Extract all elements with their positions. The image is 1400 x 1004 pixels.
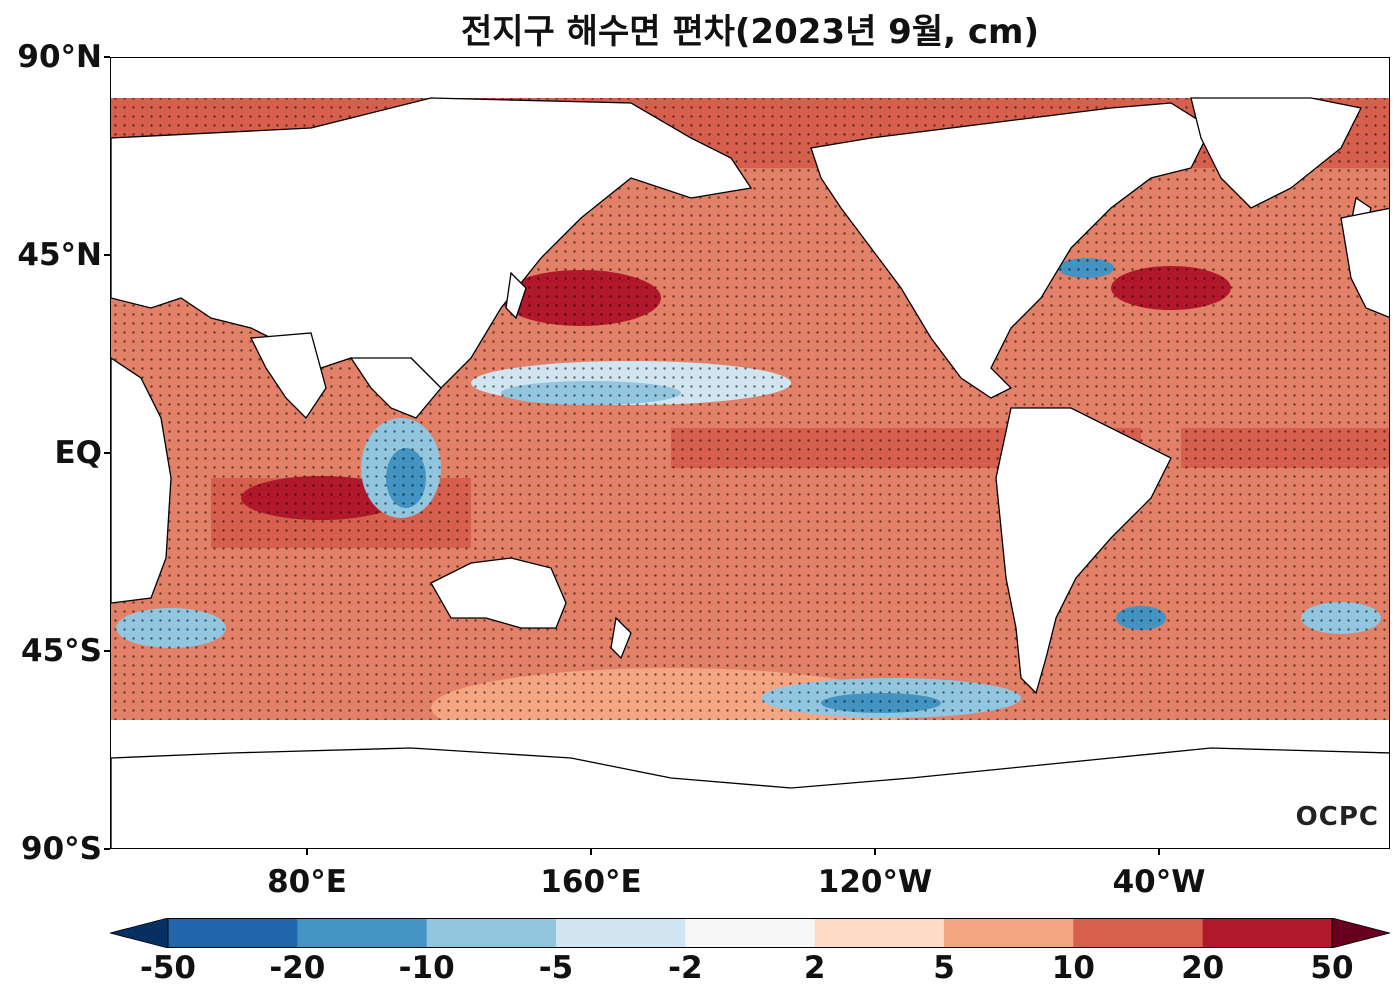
colorbar-segment [944, 918, 1074, 948]
colorbar-segment [168, 918, 298, 948]
colorbar-tick-label: 50 [1310, 950, 1354, 986]
lat-tick [104, 56, 110, 58]
lat-tick [104, 650, 110, 652]
colorbar-extend-min [110, 918, 169, 948]
colorbar-segment [1202, 918, 1333, 948]
colorbar-tick-label: -2 [668, 950, 703, 986]
colorbar-segment [1073, 918, 1204, 948]
colorbar-segment [297, 918, 428, 948]
colorbar-tick-label: 2 [803, 950, 826, 986]
colorbar-segment [814, 918, 945, 948]
colorbar-tick-label: 20 [1181, 950, 1225, 986]
colorbar-tick-label: -50 [139, 950, 197, 986]
lat-label-45s: 45°S [21, 633, 102, 669]
colorbar-segment [556, 918, 686, 948]
lat-tick [104, 848, 110, 850]
lon-label-160e: 160°E [540, 864, 642, 900]
ocpc-logo: OCPC [1295, 802, 1379, 832]
colorbar-segment [685, 918, 816, 948]
lat-label-90n: 90°N [17, 39, 102, 75]
lon-label-80e: 80°E [267, 864, 347, 900]
colorbar-tick-label: 10 [1051, 950, 1095, 986]
lat-label-45n: 45°N [17, 237, 102, 273]
colorbar-tick-label: -10 [398, 950, 455, 986]
colorbar-tick-label: -20 [269, 950, 326, 986]
map-canvas [111, 97, 1389, 848]
land-africa-right [1340, 207, 1389, 318]
lon-tick [1158, 849, 1160, 855]
lon-label-120w: 120°W [817, 864, 933, 900]
colorbar-tick-label: 5 [933, 950, 955, 986]
lon-tick [306, 849, 308, 855]
colorbar [110, 918, 1390, 948]
lon-tick [590, 849, 592, 855]
colorbar-extend-max [1331, 918, 1390, 948]
sea-level-anomaly-map: OCPC [110, 57, 1390, 849]
land-masses [111, 97, 1389, 848]
lat-label-90s: 90°S [21, 831, 102, 867]
colorbar-segment [426, 918, 557, 948]
map-title: 전지구 해수면 편차(2023년 9월, cm) [460, 12, 1039, 52]
lon-tick [874, 849, 876, 855]
lon-label-40w: 40°W [1112, 864, 1206, 900]
colorbar-tick-label: -5 [538, 950, 574, 986]
lat-tick [104, 254, 110, 256]
lat-tick [104, 452, 110, 454]
lat-label-eq: EQ [54, 435, 102, 471]
colorbar-outline [167, 918, 1333, 948]
